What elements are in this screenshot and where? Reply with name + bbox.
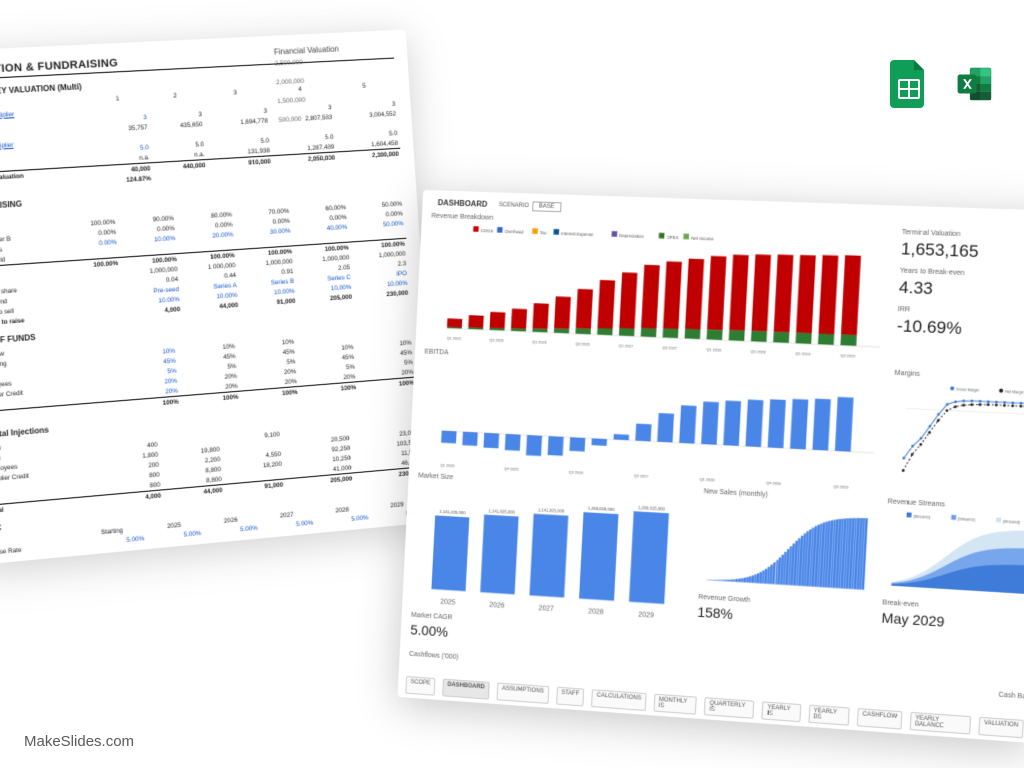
svg-text:Q1 2025: Q1 2025	[440, 463, 454, 468]
svg-text:[Stream3]: [Stream3]	[1003, 520, 1020, 525]
svg-text:Q4 2025: Q4 2025	[504, 466, 519, 471]
svg-text:Q1 2026: Q1 2026	[532, 340, 547, 345]
tab-calculations[interactable]: CALCULATIONS	[591, 689, 646, 711]
breakeven-years: 4.33	[898, 278, 1024, 305]
tab-valuation[interactable]: VALUATION	[978, 717, 1024, 739]
dashboard-panel: DASHBOARD SCENARIO BASE Revenue Breakdow…	[397, 190, 1024, 743]
svg-text:2026: 2026	[489, 602, 505, 610]
kpi-block: Terminal Valuation 1,653,165 Years to Br…	[895, 229, 1024, 371]
ebitda-chart: EBITDA Q1 2025Q4 2025Q3 2026Q2 2027Q1 20…	[419, 348, 885, 492]
svg-text:Q3 2026: Q3 2026	[575, 342, 590, 347]
tab-monthly[interactable]: MONTHLY IS	[653, 694, 697, 715]
revenue-streams-chart: Revenue Streams [Stream1][Stream2][Strea…	[879, 499, 1024, 689]
watermark: MakeSlides.com	[24, 733, 134, 750]
terminal-valuation: 1,653,165	[901, 239, 1024, 265]
svg-text:Depreciation: Depreciation	[619, 233, 644, 239]
svg-text:COGS: COGS	[481, 228, 494, 233]
svg-text:Q1 2025: Q1 2025	[447, 336, 461, 341]
svg-text:1,258,028,000: 1,258,028,000	[588, 506, 615, 513]
svg-text:Q1 2028: Q1 2028	[706, 348, 721, 353]
svg-text:[Stream1]: [Stream1]	[913, 515, 930, 520]
svg-text:Net Income: Net Income	[691, 235, 714, 241]
svg-text:Q1 2027: Q1 2027	[619, 344, 634, 349]
app-logos	[890, 60, 994, 108]
margins-chart: Margins Gross MarginNet Margin	[888, 370, 1024, 502]
tab-yearly-bs[interactable]: YEARLY BS	[808, 705, 850, 726]
svg-text:2029: 2029	[638, 612, 654, 620]
svg-text:Q3 2025: Q3 2025	[489, 338, 503, 343]
svg-text:Net Margin: Net Margin	[1005, 389, 1024, 394]
svg-text:Q1 2029: Q1 2029	[795, 351, 810, 356]
new-sales-chart: New Sales (monthly) Revenue Growth 158%	[695, 489, 878, 677]
tab-staff[interactable]: STAFF	[556, 687, 585, 707]
tab-assumptions[interactable]: ASSUMPTIONS	[497, 683, 550, 704]
svg-text:Gross Margin: Gross Margin	[956, 387, 980, 392]
svg-text:Q2 2027: Q2 2027	[634, 473, 649, 478]
svg-text:1,141,625,000: 1,141,625,000	[538, 508, 565, 515]
tab-balance[interactable]: YEARLY BALANCE	[910, 712, 971, 735]
irr-value: -10.69%	[896, 316, 1024, 343]
google-sheets-icon	[890, 60, 928, 108]
tab-scope[interactable]: SCOPE	[405, 676, 435, 696]
svg-text:Interest Expense: Interest Expense	[561, 231, 594, 237]
svg-text:Q3 2027: Q3 2027	[662, 346, 677, 351]
svg-text:Q3 2029: Q3 2029	[833, 484, 848, 489]
svg-text:Q3 2026: Q3 2026	[569, 470, 584, 475]
tab-dashboard[interactable]: DASHBOARD	[442, 679, 490, 700]
tab-cashflow[interactable]: CASHFLOW	[857, 708, 903, 729]
svg-text:Q1 2028: Q1 2028	[700, 477, 715, 482]
svg-text:2027: 2027	[538, 605, 554, 613]
dashboard-title: DASHBOARD	[438, 198, 488, 208]
valuation-spreadsheet: VALUATION & FUNDRAISING PRE-MONEY VALUAT…	[0, 30, 439, 566]
svg-text:OPEX: OPEX	[666, 235, 678, 240]
svg-text:1,141,825,000: 1,141,825,000	[488, 508, 515, 515]
scenario-label: SCENARIO BASE	[499, 202, 562, 210]
svg-text:Q3 2029: Q3 2029	[840, 353, 855, 358]
svg-text:1,260,625,000: 1,260,625,000	[638, 505, 666, 512]
cap-table: Cap Table Founder100.00%90.00%80.00%70.0…	[0, 189, 410, 329]
svg-text:Q3 2028: Q3 2028	[751, 349, 766, 354]
tab-yearly-is[interactable]: YEARLY IS	[762, 701, 801, 722]
svg-text:1,141,225,000: 1,141,225,000	[439, 509, 466, 516]
svg-text:[Stream2]: [Stream2]	[958, 517, 975, 522]
svg-text:Overhead: Overhead	[504, 229, 524, 235]
cashbal-label: Cash Balance	[878, 683, 1024, 702]
market-size-chart: Market Size 20251,141,225,00020261,141,8…	[410, 473, 694, 664]
financial-valuation-sidechart: Financial Valuation 2,500,000 2,000,000 …	[274, 42, 404, 124]
svg-text:Q4 2028: Q4 2028	[766, 481, 781, 486]
svg-text:2028: 2028	[588, 609, 604, 617]
excel-icon	[956, 60, 994, 108]
svg-text:2025: 2025	[440, 599, 455, 607]
tab-quarterly[interactable]: QUARTERLY IS	[704, 697, 755, 719]
revenue-breakdown-chart: Revenue Breakdown COGSOverheadTaxInteres…	[425, 213, 892, 363]
svg-text:Tax: Tax	[540, 230, 548, 235]
